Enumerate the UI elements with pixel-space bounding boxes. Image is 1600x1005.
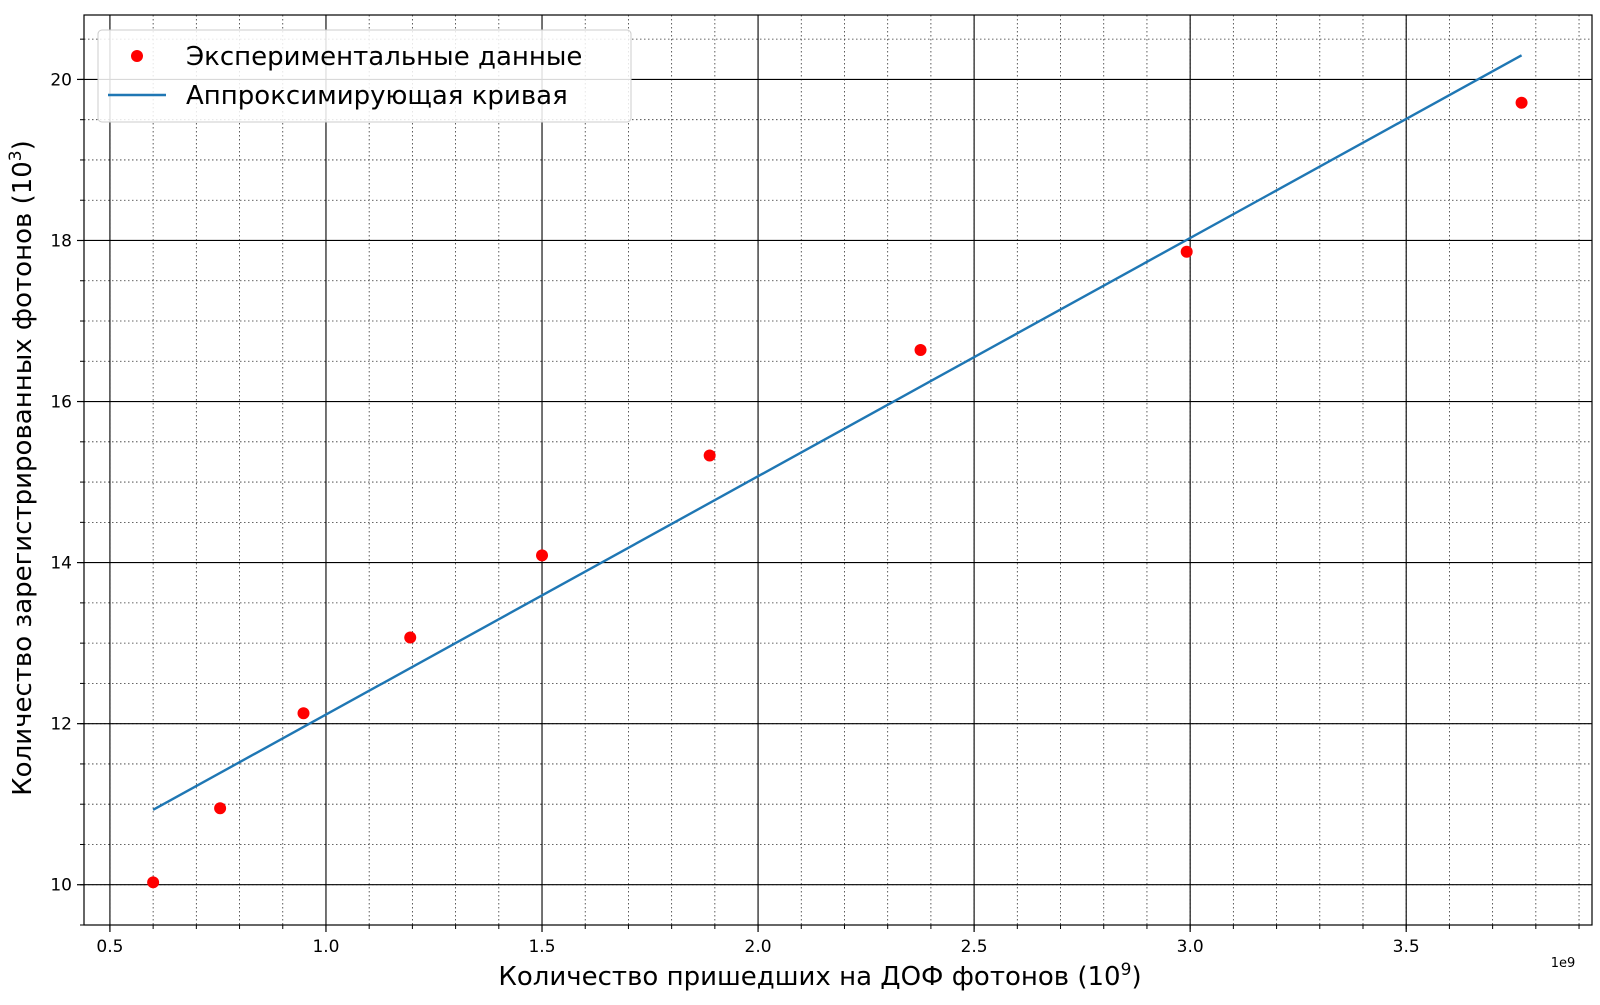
fit-line [152, 54, 1523, 811]
y-tick-label: 18 [50, 231, 72, 251]
x-tick-label: 0.5 [96, 937, 123, 957]
y-tick-label: 16 [50, 393, 72, 413]
legend-label-experimental: Экспериментальные данные [186, 42, 582, 72]
x-tick-label: 1.0 [312, 937, 339, 957]
x-tick-label: 3.5 [1393, 937, 1420, 957]
data-point [147, 876, 160, 889]
data-point [214, 802, 227, 815]
minor-grid [84, 15, 1592, 926]
x-tick-label: 3.0 [1177, 937, 1204, 957]
data-point [536, 549, 549, 562]
x-tick-label: 1.5 [528, 937, 555, 957]
x-offset-label: 1e9 [1551, 956, 1576, 971]
data-point [1180, 245, 1193, 258]
x-axis-title-exponent: 9 [1121, 960, 1132, 980]
data-point [1515, 96, 1528, 109]
legend-box [97, 29, 632, 123]
legend-label-fit: Аппроксимирующая кривая [186, 81, 568, 111]
y-tick-label: 14 [50, 554, 72, 574]
y-tick-label: 12 [50, 715, 72, 735]
series-layer [147, 54, 1528, 889]
major-grid [84, 15, 1592, 925]
x-axis-title-main: Количество пришедших на ДОФ фотонов (10 [498, 962, 1120, 992]
plot-frame [83, 14, 1593, 926]
x-axis-title: Количество пришедших на ДОФ фотонов (109… [498, 960, 1141, 992]
data-point [404, 631, 417, 644]
y-tick-label: 20 [50, 70, 72, 90]
legend: Экспериментальные данные Аппроксимирующа… [97, 29, 632, 123]
y-axis-title: Количество зарегистрированных фотонов (1… [6, 140, 38, 796]
data-point [297, 707, 310, 720]
x-axis-title-end: ) [1131, 962, 1141, 992]
legend-scatter-marker [131, 50, 143, 62]
ticks-layer: 0.5 1.0 1.5 2.0 2.5 3.0 3.5 10 12 14 16 18 20 [50, 38, 1580, 957]
data-point [703, 449, 716, 462]
y-axis-title-exponent: 3 [6, 150, 26, 161]
x-tick-label: 2.5 [961, 937, 988, 957]
y-axis-title-main: Количество зарегистрированных фотонов (1… [8, 161, 38, 796]
x-tick-label: 2.0 [745, 937, 772, 957]
data-point [914, 344, 927, 357]
y-axis-title-end: ) [8, 140, 38, 150]
y-tick-label: 10 [50, 876, 72, 896]
